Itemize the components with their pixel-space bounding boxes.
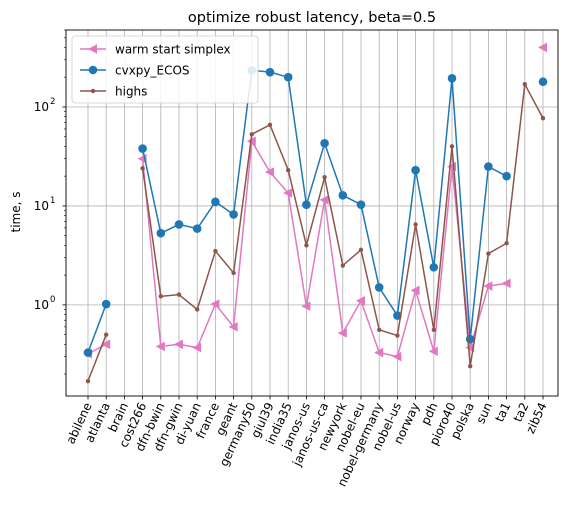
data-point	[85, 378, 91, 384]
data-point	[486, 251, 491, 256]
data-point	[176, 292, 182, 297]
data-point	[286, 167, 291, 173]
data-point	[138, 144, 147, 153]
data-point	[395, 333, 400, 338]
data-point	[265, 67, 275, 77]
data-point	[429, 262, 439, 272]
data-point	[484, 162, 493, 171]
x-tick-label: sun	[473, 400, 495, 425]
data-point	[449, 144, 455, 149]
legend-box	[71, 35, 259, 104]
y-tick-exponent: 2	[50, 97, 55, 107]
data-point	[195, 307, 200, 312]
series-line	[87, 334, 107, 382]
data-point	[213, 248, 218, 254]
data-point	[538, 42, 547, 53]
data-point	[229, 210, 238, 219]
data-point	[158, 294, 163, 299]
y-tick-label: 10	[34, 100, 49, 114]
data-point	[101, 339, 111, 350]
data-point	[374, 283, 384, 292]
data-point	[302, 200, 311, 209]
series-group	[85, 81, 546, 384]
data-point	[192, 224, 202, 233]
data-point	[504, 241, 509, 246]
data-point	[301, 301, 311, 311]
data-point	[101, 299, 111, 309]
data-point	[431, 327, 436, 333]
data-point	[410, 285, 420, 296]
data-point	[156, 228, 166, 238]
data-point	[337, 328, 347, 338]
series-line	[87, 303, 107, 353]
data-point	[88, 44, 97, 54]
data-point	[90, 88, 96, 94]
legend-label: highs	[115, 85, 147, 99]
data-point	[155, 341, 165, 352]
data-point	[304, 243, 309, 248]
data-point	[83, 348, 93, 357]
data-point	[356, 200, 366, 209]
data-point	[174, 339, 183, 350]
data-point	[192, 342, 202, 353]
y-axis-label: time, s	[9, 192, 23, 233]
data-point	[174, 220, 184, 229]
legend-label: cvxpy_ECOS	[115, 64, 190, 78]
chart-title: optimize robust latency, beta=0.5	[188, 10, 436, 26]
data-point	[468, 364, 473, 369]
y-tick-label: 10	[34, 298, 49, 312]
data-point	[393, 311, 402, 320]
data-point	[140, 166, 145, 171]
data-point	[411, 165, 420, 175]
series-layer	[83, 42, 548, 384]
data-point	[338, 191, 348, 200]
data-point	[358, 247, 364, 253]
data-point	[265, 167, 274, 177]
data-point	[210, 299, 220, 309]
data-point	[465, 342, 475, 353]
y-tick-exponent: 1	[50, 196, 55, 206]
data-point	[522, 81, 527, 87]
data-point	[392, 351, 402, 362]
data-point	[483, 281, 493, 291]
data-point	[377, 327, 382, 333]
legend-label: warm start simplex	[115, 43, 231, 57]
y-tick-exponent: 0	[50, 295, 55, 305]
data-point	[104, 332, 109, 337]
data-point	[428, 346, 438, 357]
data-point	[413, 222, 418, 227]
data-point	[502, 171, 511, 181]
data-point	[249, 132, 254, 137]
data-point	[267, 122, 273, 128]
data-point	[340, 263, 345, 268]
data-point	[211, 197, 220, 207]
data-point	[228, 322, 238, 332]
data-point	[447, 73, 457, 83]
y-tick-label: 10	[34, 199, 49, 213]
data-point	[540, 116, 546, 121]
data-point	[283, 72, 293, 82]
data-point	[374, 347, 384, 358]
series-group	[83, 65, 548, 357]
data-point	[501, 278, 511, 289]
data-point	[319, 195, 329, 205]
data-point	[88, 65, 98, 75]
plot-frame	[65, 29, 559, 397]
data-point	[283, 188, 293, 198]
data-point	[322, 175, 327, 180]
data-point	[231, 270, 236, 276]
data-point	[356, 295, 365, 306]
x-tick-label: ta1	[492, 400, 513, 424]
data-point	[538, 77, 548, 87]
data-point	[320, 138, 329, 148]
